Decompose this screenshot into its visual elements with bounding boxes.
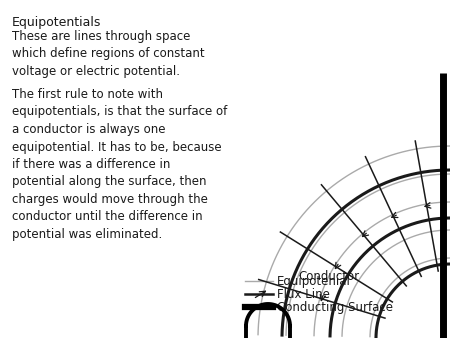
Text: These are lines through space
which define regions of constant
voltage or electr: These are lines through space which defi… (12, 30, 205, 78)
Text: Conductor: Conductor (298, 270, 359, 283)
Text: Flux Line: Flux Line (277, 288, 330, 300)
Text: Equipotentials: Equipotentials (12, 16, 101, 29)
Text: Conducting Surface: Conducting Surface (277, 300, 393, 314)
Text: Equipotenial: Equipotenial (277, 274, 351, 288)
Text: The first rule to note with
equipotentials, is that the surface of
a conductor i: The first rule to note with equipotentia… (12, 88, 227, 241)
